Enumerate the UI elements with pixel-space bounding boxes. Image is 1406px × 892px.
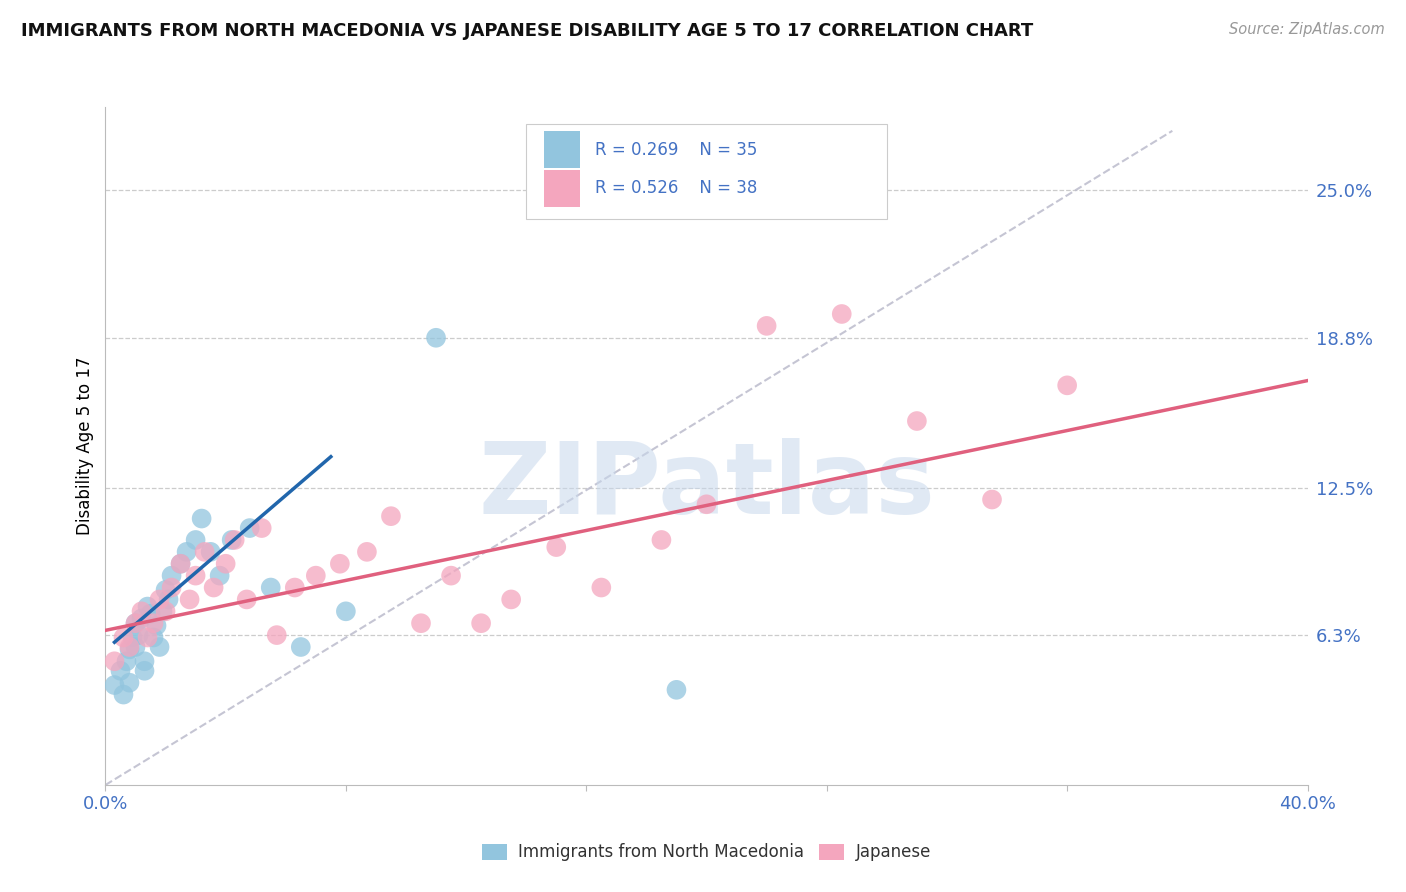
Point — [131, 604, 153, 618]
Point — [591, 581, 613, 595]
Point — [160, 581, 183, 595]
Text: ZIPatlas: ZIPatlas — [478, 438, 935, 535]
Point — [356, 545, 378, 559]
Bar — [544, 169, 581, 207]
Point — [118, 640, 141, 654]
Point — [112, 631, 135, 645]
Text: R = 0.526    N = 38: R = 0.526 N = 38 — [595, 179, 756, 197]
Point — [112, 688, 135, 702]
Point — [305, 568, 328, 582]
Point — [136, 599, 159, 614]
Point — [118, 675, 141, 690]
Point — [239, 521, 262, 535]
Point — [194, 545, 217, 559]
Point — [136, 631, 159, 645]
Point — [134, 654, 156, 668]
Point — [224, 533, 246, 547]
Point — [157, 592, 180, 607]
Point — [214, 557, 236, 571]
Point — [155, 582, 177, 597]
Point — [124, 616, 146, 631]
Point — [380, 509, 402, 524]
Point — [235, 592, 257, 607]
Point — [155, 604, 177, 618]
Point — [425, 331, 447, 345]
Point — [409, 616, 432, 631]
Point — [148, 640, 170, 654]
Point — [200, 545, 222, 559]
Point — [169, 557, 191, 571]
Point — [179, 592, 201, 607]
Point — [134, 664, 156, 678]
Text: Japanese: Japanese — [855, 843, 931, 861]
Point — [110, 664, 132, 678]
Point — [202, 581, 225, 595]
Point — [118, 642, 141, 657]
Point — [831, 307, 853, 321]
Point — [440, 568, 463, 582]
Point — [124, 616, 146, 631]
Point — [139, 607, 162, 621]
Point — [208, 568, 231, 582]
Point — [176, 545, 198, 559]
Point — [160, 568, 183, 582]
Point — [546, 540, 568, 554]
Point — [152, 604, 174, 618]
Point — [665, 682, 688, 697]
Point — [221, 533, 243, 547]
Point — [696, 497, 718, 511]
Point — [190, 511, 212, 525]
Point — [121, 631, 143, 645]
Text: Immigrants from North Macedonia: Immigrants from North Macedonia — [517, 843, 804, 861]
Point — [650, 533, 672, 547]
Point — [169, 557, 191, 571]
Point — [124, 640, 146, 654]
Point — [1056, 378, 1078, 392]
Point — [184, 533, 207, 547]
Point — [115, 654, 138, 668]
Point — [905, 414, 928, 428]
Point — [103, 654, 125, 668]
Point — [981, 492, 1004, 507]
Y-axis label: Disability Age 5 to 17: Disability Age 5 to 17 — [76, 357, 94, 535]
Point — [148, 592, 170, 607]
Point — [145, 618, 167, 632]
Point — [142, 631, 165, 645]
Point — [103, 678, 125, 692]
Point — [755, 318, 778, 333]
Text: R = 0.269    N = 35: R = 0.269 N = 35 — [595, 141, 756, 159]
Point — [290, 640, 312, 654]
Point — [131, 611, 153, 625]
Point — [335, 604, 357, 618]
Point — [470, 616, 492, 631]
Point — [142, 616, 165, 631]
Point — [501, 592, 523, 607]
Point — [329, 557, 352, 571]
Bar — [526, 124, 887, 219]
Point — [250, 521, 273, 535]
Text: Source: ZipAtlas.com: Source: ZipAtlas.com — [1229, 22, 1385, 37]
Bar — [544, 131, 581, 169]
Point — [128, 628, 150, 642]
Point — [284, 581, 307, 595]
Text: IMMIGRANTS FROM NORTH MACEDONIA VS JAPANESE DISABILITY AGE 5 TO 17 CORRELATION C: IMMIGRANTS FROM NORTH MACEDONIA VS JAPAN… — [21, 22, 1033, 40]
Point — [184, 568, 207, 582]
Point — [266, 628, 288, 642]
Point — [260, 581, 283, 595]
